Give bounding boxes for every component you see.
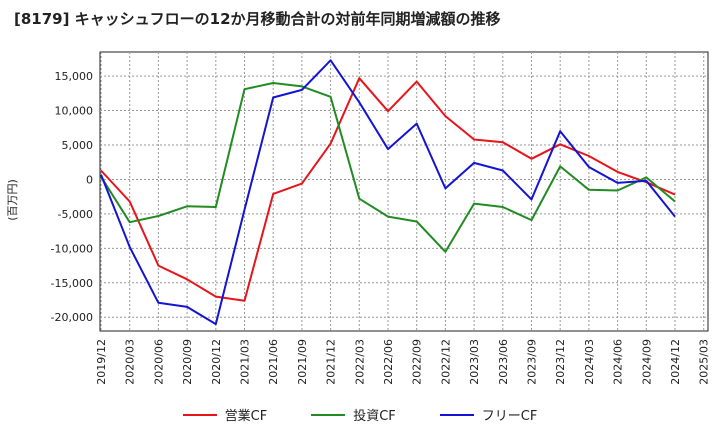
legend-swatch — [311, 413, 346, 416]
plot-area — [99, 51, 709, 332]
x-tick-label: 2022/09 — [411, 339, 424, 385]
legend-item-2: 投資CF — [311, 405, 396, 424]
y-tick-label: -5,000 — [58, 208, 93, 221]
x-tick-label: 2023/12 — [554, 339, 567, 385]
x-tick-label: 2020/12 — [210, 339, 223, 385]
x-tick-label: 2023/03 — [468, 339, 481, 385]
x-tick-label: 2025/03 — [698, 339, 711, 385]
x-tick-label: 2022/03 — [353, 339, 366, 385]
y-tick-label: 15,000 — [55, 70, 94, 83]
x-tick-label: 2021/12 — [325, 339, 338, 385]
legend-swatch — [182, 413, 217, 416]
y-axis-label: (百万円) — [6, 179, 19, 221]
x-tick-label: 2024/12 — [669, 339, 682, 385]
x-gridlines — [100, 52, 705, 331]
x-tick-label: 2021/06 — [267, 339, 280, 385]
y-tick-label: -15,000 — [51, 277, 93, 290]
legend-label: 投資CF — [353, 409, 396, 424]
y-tick-labels: 15,000 10,000 5,000 0 -5,000 -10,000 -15,000 -2… — [51, 70, 93, 324]
x-tick-label: 2023/09 — [526, 339, 539, 385]
legend-item-3: フリーCF — [439, 405, 538, 424]
y-tick-label: -20,000 — [51, 311, 93, 324]
y-tick-label: 0 — [86, 173, 93, 186]
y-tick-label: 5,000 — [62, 139, 94, 152]
x-tick-label: 2024/03 — [583, 339, 596, 385]
series-line-1 — [100, 77, 676, 302]
x-tick-labels: 2019/12 2020/03 2020/06 2020/09 2020/12 2021/… — [95, 339, 711, 385]
x-tick-label: 2022/06 — [382, 339, 395, 385]
x-tick-label: 2019/12 — [95, 339, 108, 385]
legend-swatch — [439, 413, 474, 416]
x-tick-label: 2024/06 — [612, 339, 625, 385]
x-tick-label: 2024/09 — [640, 339, 653, 385]
x-tick-label: 2023/06 — [497, 339, 510, 385]
y-tick-label: -10,000 — [51, 242, 93, 255]
series-line-3 — [100, 59, 676, 326]
x-tick-label: 2021/03 — [239, 339, 252, 385]
x-tick-label: 2020/09 — [181, 339, 194, 385]
chart-title: [8179] キャッシュフローの12か月移動合計の対前年同期増減額の推移 — [14, 10, 501, 28]
legend-label: 営業CF — [224, 409, 268, 424]
y-tick-label: 10,000 — [55, 105, 94, 118]
y-gridlines — [100, 75, 708, 318]
x-tick-label: 2020/06 — [152, 339, 165, 385]
legend-label: フリーCF — [481, 409, 538, 424]
x-tick-label: 2020/03 — [124, 339, 137, 385]
series-line-2 — [100, 82, 676, 253]
x-tick-label: 2022/12 — [439, 339, 452, 385]
legend-item-1: 営業CF — [182, 405, 268, 424]
series-layer — [100, 59, 676, 326]
x-tick-label: 2021/09 — [296, 339, 309, 385]
legend: 営業CF 投資CF フリーCF — [0, 405, 720, 424]
